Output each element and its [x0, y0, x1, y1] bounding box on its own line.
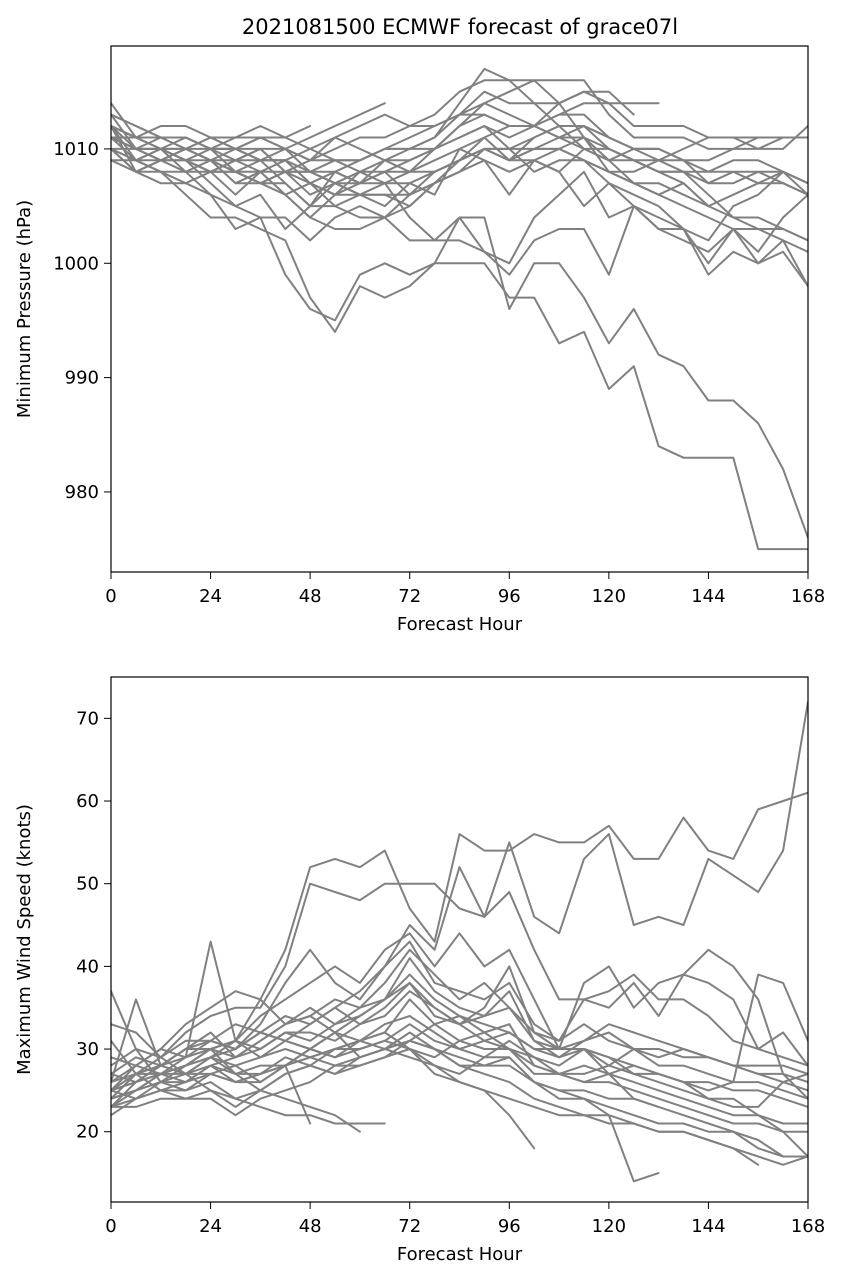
wind-series-line-25 — [111, 1031, 808, 1100]
pressure-panel: 0 24 48 72 96 120 144 168 980 990 1000 1010 Forecast… — [14, 45, 825, 635]
wind-y-tick-label: 40 — [76, 956, 99, 977]
wind-x-tick-label: 72 — [398, 1216, 421, 1237]
wind-x-tick-label: 24 — [199, 1216, 222, 1237]
wind-series-group — [111, 700, 808, 1183]
wind-x-tick-label: 144 — [691, 1216, 725, 1237]
pressure-plot-frame — [110, 45, 809, 573]
wind-series-line-1 — [111, 791, 808, 1092]
pressure-y-tick-label: 1010 — [53, 139, 99, 160]
wind-y-tick-label: 30 — [76, 1039, 99, 1060]
pressure-series-line-16 — [111, 125, 808, 242]
pressure-y-tick-label: 1000 — [53, 253, 99, 274]
pressure-series-line-13 — [111, 79, 808, 185]
wind-series-line-21 — [111, 1056, 312, 1125]
pressure-series-line-24 — [111, 125, 808, 253]
wind-x-tick-label: 48 — [299, 1216, 322, 1237]
pressure-x-tick-label: 144 — [691, 586, 725, 607]
wind-x-tick-label: 168 — [791, 1216, 825, 1237]
wind-series-line-23 — [111, 1023, 808, 1092]
wind-series-line-16 — [111, 940, 660, 1108]
wind-y-axis-label: Maximum Wind Speed (knots) — [14, 804, 35, 1075]
pressure-y-axis-label: Minimum Pressure (hPa) — [14, 200, 35, 418]
wind-panel: 0 24 48 72 96 120 144 168 20 30 40 50 60 70 Forecast H… — [14, 676, 825, 1265]
wind-series-line-15 — [111, 998, 808, 1108]
pressure-series-group — [111, 67, 808, 551]
wind-x-tick-label: 96 — [498, 1216, 521, 1237]
wind-series-line-22 — [111, 1015, 808, 1117]
wind-x-axis-label: Forecast Hour — [397, 1244, 523, 1265]
pressure-series-line-18 — [111, 90, 635, 162]
wind-x-tick-label: 120 — [592, 1216, 626, 1237]
pressure-y-tick-label: 980 — [65, 482, 99, 503]
pressure-x-tick-label: 48 — [299, 586, 322, 607]
pressure-series-line-11 — [111, 113, 808, 242]
pressure-x-tick-label: 120 — [592, 586, 626, 607]
pressure-x-axis-label: Forecast Hour — [397, 614, 523, 635]
chart-title: 2021081500 ECMWF forecast of grace07l — [242, 15, 678, 39]
wind-y-tick-label: 50 — [76, 874, 99, 895]
wind-x-tick-label: 0 — [105, 1216, 116, 1237]
pressure-x-tick-label: 24 — [199, 586, 222, 607]
pressure-x-tick-label: 72 — [398, 586, 421, 607]
wind-y-tick-label: 70 — [76, 708, 99, 729]
pressure-series-line-4 — [111, 113, 808, 288]
pressure-x-tick-label: 168 — [791, 586, 825, 607]
wind-y-tick-label: 60 — [76, 791, 99, 812]
wind-plot-frame — [110, 676, 809, 1203]
wind-series-line-24 — [111, 1048, 808, 1166]
pressure-x-tick-label: 96 — [498, 586, 521, 607]
wind-y-tick-label: 20 — [76, 1122, 99, 1143]
wind-series-line-20 — [111, 1081, 386, 1125]
pressure-series-line-1 — [111, 147, 808, 551]
wind-series-line-6 — [111, 957, 808, 1117]
wind-series-line-3 — [111, 866, 808, 1108]
pressure-y-tick-label: 990 — [65, 368, 99, 389]
pressure-x-tick-label: 0 — [105, 586, 116, 607]
